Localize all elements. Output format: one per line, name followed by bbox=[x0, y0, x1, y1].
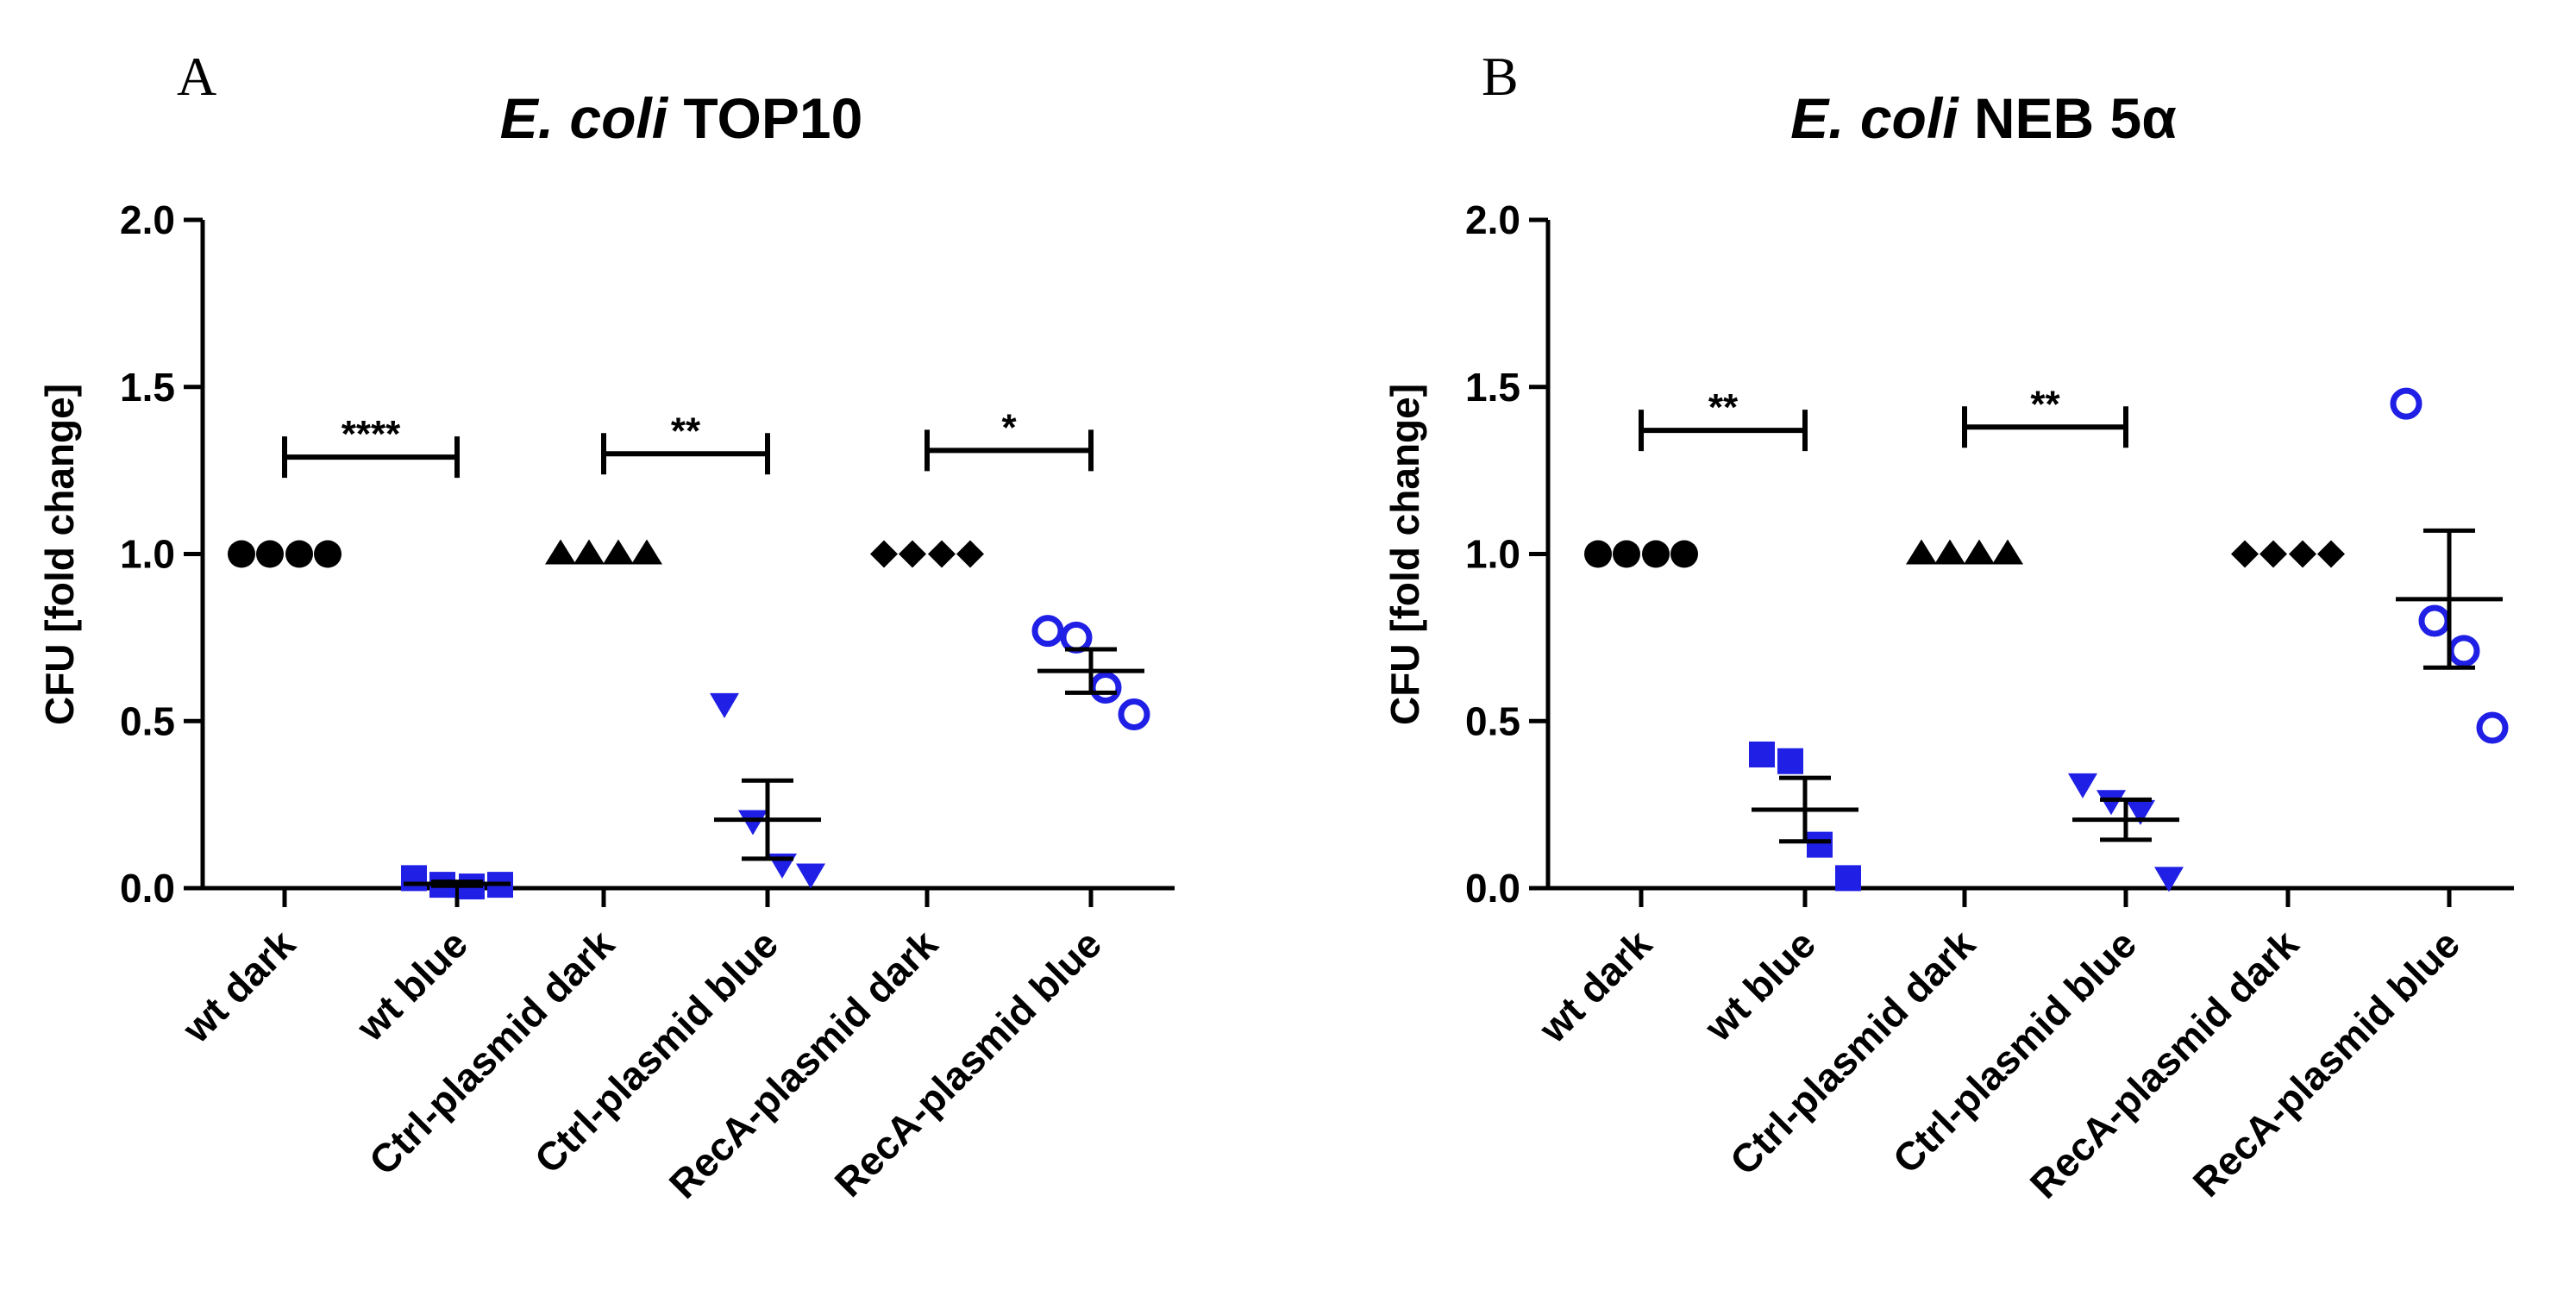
data-point bbox=[1089, 672, 1122, 704]
chart-title: E. coli TOP10 bbox=[500, 86, 863, 150]
data-point bbox=[573, 539, 605, 565]
data-point bbox=[603, 539, 634, 565]
x-tick-label: RecA-plasmid dark bbox=[2021, 921, 2308, 1207]
significance-label: * bbox=[1001, 406, 1017, 448]
data-point bbox=[1992, 539, 2023, 565]
data-point bbox=[1031, 615, 1064, 648]
data-point bbox=[314, 540, 342, 568]
data-point bbox=[2259, 540, 2287, 568]
data-point bbox=[1906, 539, 1937, 565]
data-point bbox=[1642, 540, 1670, 568]
chart-title-italic: E. coli bbox=[1790, 86, 1959, 150]
y-axis-label: CFU [fold change] bbox=[37, 384, 82, 725]
x-tick-label: wt dark bbox=[173, 921, 304, 1052]
y-tick-label: 1.5 bbox=[1465, 365, 1520, 410]
y-tick-label: 0.5 bbox=[1465, 698, 1520, 743]
x-tick-label: RecA-plasmid blue bbox=[2184, 921, 2468, 1205]
y-tick-label: 0.5 bbox=[120, 698, 175, 743]
data-point bbox=[1807, 831, 1833, 858]
chart-title-rest: NEB 5α bbox=[1974, 86, 2177, 150]
x-tick-label: wt blue bbox=[1695, 921, 1825, 1050]
data-point bbox=[2390, 387, 2422, 420]
data-point bbox=[1118, 698, 1150, 730]
data-point bbox=[256, 540, 284, 568]
significance-label: **** bbox=[342, 413, 401, 455]
data-point bbox=[2068, 773, 2097, 798]
panel-letter: B bbox=[1482, 46, 1519, 107]
data-point bbox=[738, 810, 768, 836]
data-point bbox=[2154, 867, 2184, 892]
data-point bbox=[710, 692, 739, 718]
y-tick-label: 2.0 bbox=[120, 197, 175, 242]
data-point bbox=[2317, 540, 2345, 568]
data-point bbox=[956, 540, 984, 568]
data-point bbox=[2476, 711, 2509, 744]
plot-area: 0.00.51.01.52.0wt dark wt blueCtrl-plasmi… bbox=[1465, 197, 2514, 1207]
data-point bbox=[928, 540, 956, 568]
data-point bbox=[870, 540, 898, 568]
significance-label: ** bbox=[1708, 386, 1739, 429]
x-tick-label: wt blue bbox=[348, 921, 477, 1050]
plot-area: 0.00.51.01.52.0wt dark wt blueCtrl-plasmi… bbox=[120, 197, 1175, 1207]
x-tick-label: RecA-plasmid dark bbox=[661, 921, 947, 1207]
y-tick-label: 0.0 bbox=[120, 866, 175, 911]
y-axis-label: CFU [fold change] bbox=[1382, 384, 1427, 725]
data-point bbox=[796, 863, 825, 889]
data-point bbox=[1060, 621, 1093, 654]
data-point bbox=[1964, 539, 1995, 565]
data-point bbox=[1777, 748, 1803, 774]
data-point bbox=[2289, 540, 2316, 568]
data-point bbox=[2448, 635, 2480, 667]
chart-title: E. coli NEB 5α bbox=[1790, 86, 2177, 150]
data-point bbox=[285, 540, 313, 568]
panel-a: A E. coli TOP10 CFU [fold change] 0.0 0.5… bbox=[37, 46, 1175, 1207]
y-tick-label: 1.0 bbox=[1465, 532, 1520, 577]
data-point bbox=[2231, 540, 2259, 568]
data-point bbox=[1584, 540, 1612, 568]
data-point bbox=[1749, 742, 1775, 767]
data-point bbox=[1613, 540, 1640, 568]
data-point bbox=[1835, 865, 1861, 892]
data-point bbox=[1670, 540, 1698, 568]
data-point bbox=[2097, 790, 2126, 816]
x-tick-label: wt dark bbox=[1530, 921, 1661, 1052]
chart-title-italic: E. coli bbox=[500, 86, 669, 150]
chart-title-rest: TOP10 bbox=[683, 86, 862, 150]
panel-b: B E. coli NEB 5α CFU [fold change] 0.0 0.… bbox=[1382, 46, 2514, 1207]
data-point bbox=[228, 540, 255, 568]
data-point bbox=[1934, 539, 1965, 565]
data-point bbox=[2126, 799, 2155, 825]
y-tick-label: 2.0 bbox=[1465, 197, 1520, 242]
y-tick-label: 1.0 bbox=[120, 532, 175, 577]
y-tick-label: 0.0 bbox=[1465, 866, 1520, 911]
panel-letter: A bbox=[177, 46, 216, 107]
data-point bbox=[2418, 604, 2451, 637]
y-tick-label: 1.5 bbox=[120, 365, 175, 410]
significance-label: ** bbox=[2030, 383, 2060, 425]
data-point bbox=[401, 865, 427, 892]
data-point bbox=[545, 539, 576, 565]
data-point bbox=[631, 539, 662, 565]
data-point bbox=[899, 540, 926, 568]
significance-label: ** bbox=[671, 410, 701, 452]
x-tick-label: RecA-plasmid blue bbox=[825, 921, 1110, 1205]
